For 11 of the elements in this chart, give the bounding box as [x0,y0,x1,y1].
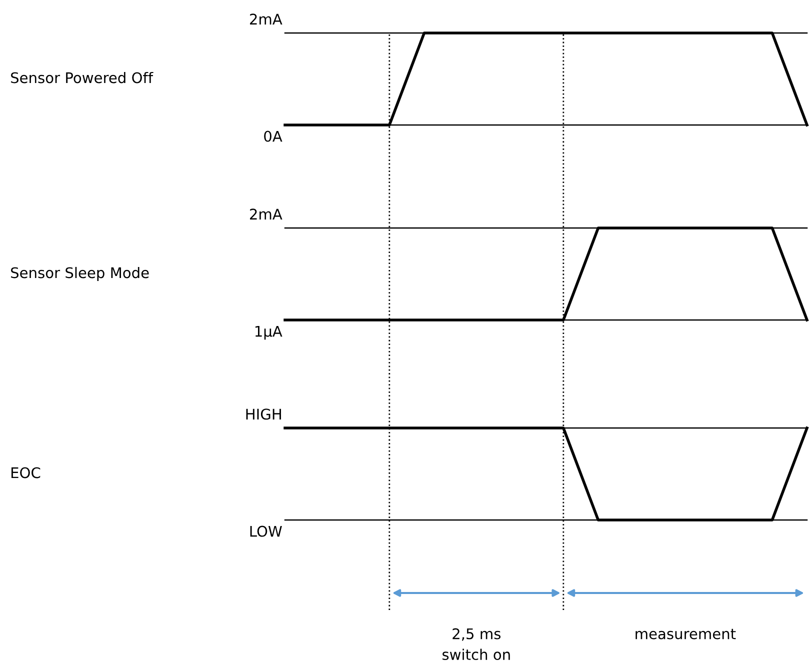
text: measurement [636,628,736,640]
text: 1µA [255,326,282,340]
text: 2mA [250,208,282,220]
text: HIGH [246,408,281,420]
y-axis-title: Sensor Powered Off [11,72,154,84]
text: LOW [250,526,282,537]
y-axis-title: Sensor Sleep Mode [11,266,149,282]
text: 2mA [250,14,282,24]
text: 0A [264,130,282,142]
y-axis-title: EOC [11,467,40,478]
text: 2,5 ms switch on [442,628,510,660]
